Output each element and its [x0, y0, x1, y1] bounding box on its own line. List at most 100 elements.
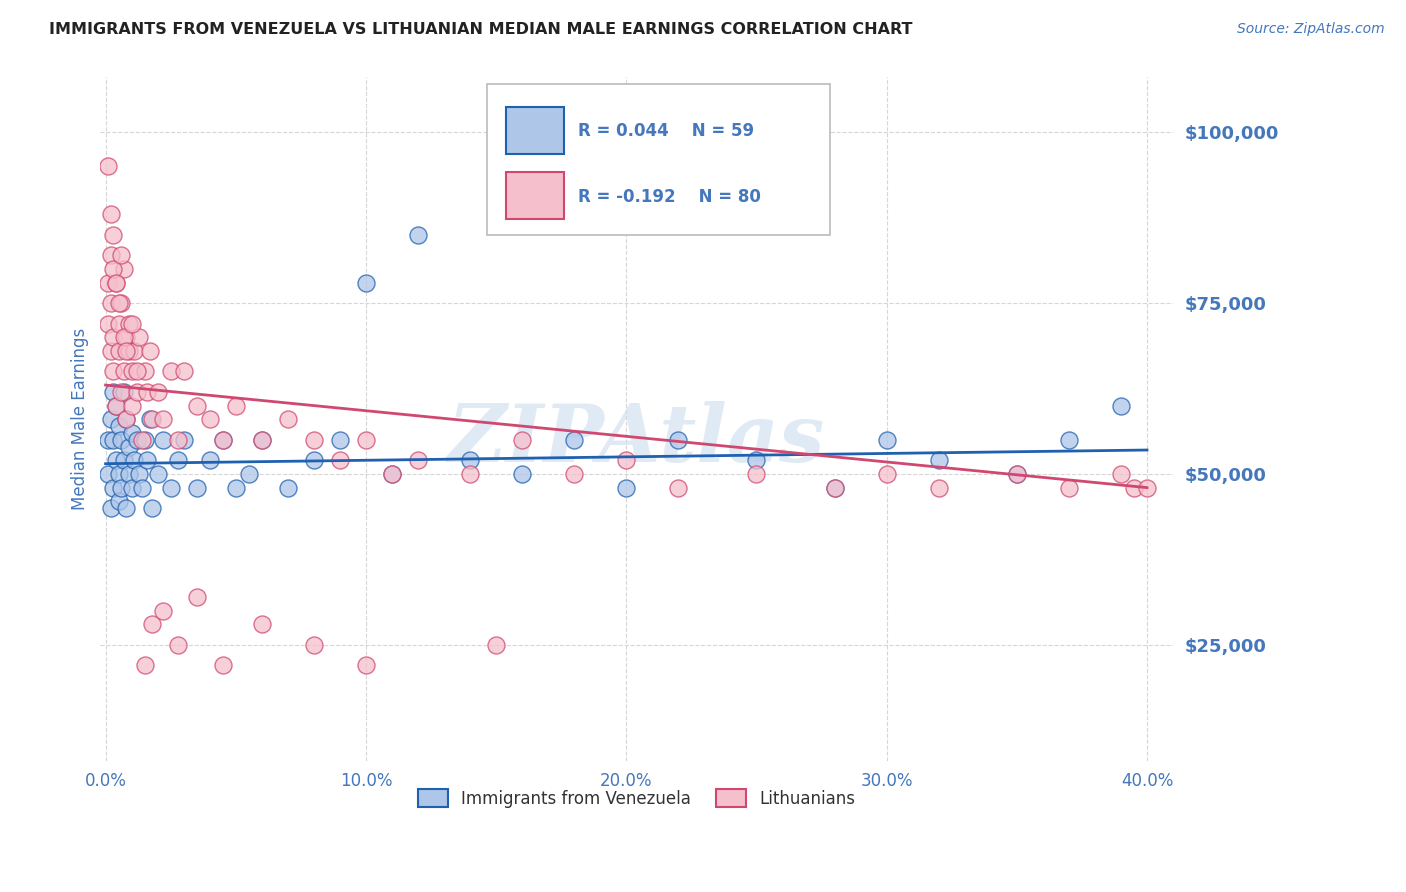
- Point: [115, 330, 138, 344]
- Point: [186, 590, 208, 604]
- Point: [250, 433, 273, 447]
- Point: [100, 343, 122, 358]
- Point: [485, 638, 508, 652]
- Point: [146, 467, 169, 481]
- Point: [824, 481, 846, 495]
- Y-axis label: Median Male Earnings: Median Male Earnings: [72, 328, 89, 510]
- Point: [110, 481, 132, 495]
- Point: [100, 501, 122, 516]
- Point: [1005, 467, 1028, 481]
- Point: [103, 227, 125, 242]
- Point: [121, 425, 143, 440]
- Point: [122, 453, 145, 467]
- Point: [107, 467, 129, 481]
- Point: [277, 481, 299, 495]
- Point: [159, 481, 181, 495]
- Point: [666, 433, 689, 447]
- Point: [510, 467, 533, 481]
- Point: [103, 261, 125, 276]
- Point: [125, 433, 148, 447]
- Point: [277, 412, 299, 426]
- Point: [118, 440, 141, 454]
- Point: [146, 384, 169, 399]
- Point: [112, 261, 135, 276]
- Point: [167, 638, 190, 652]
- Point: [381, 467, 404, 481]
- Point: [97, 276, 120, 290]
- FancyBboxPatch shape: [506, 172, 564, 219]
- Point: [103, 384, 125, 399]
- Point: [104, 399, 127, 413]
- Point: [406, 453, 429, 467]
- Point: [173, 433, 195, 447]
- Point: [121, 317, 143, 331]
- Point: [121, 481, 143, 495]
- Text: R = 0.044    N = 59: R = 0.044 N = 59: [578, 122, 754, 140]
- Point: [110, 433, 132, 447]
- Point: [118, 317, 141, 331]
- Point: [562, 433, 585, 447]
- Point: [186, 399, 208, 413]
- Point: [139, 412, 162, 426]
- Text: Source: ZipAtlas.com: Source: ZipAtlas.com: [1237, 22, 1385, 37]
- Point: [104, 276, 127, 290]
- Point: [876, 433, 898, 447]
- Point: [928, 481, 950, 495]
- Point: [122, 343, 145, 358]
- Point: [876, 467, 898, 481]
- Point: [1136, 481, 1159, 495]
- Point: [141, 501, 163, 516]
- Point: [118, 343, 141, 358]
- Point: [211, 433, 233, 447]
- Point: [250, 433, 273, 447]
- Point: [614, 453, 637, 467]
- Point: [302, 433, 325, 447]
- Point: [115, 343, 138, 358]
- Point: [614, 481, 637, 495]
- Point: [745, 467, 768, 481]
- Point: [1123, 481, 1146, 495]
- Point: [1057, 433, 1080, 447]
- Point: [406, 227, 429, 242]
- Point: [100, 412, 122, 426]
- Point: [136, 384, 159, 399]
- Point: [1005, 467, 1028, 481]
- Point: [103, 364, 125, 378]
- Point: [381, 467, 404, 481]
- Text: R = -0.192    N = 80: R = -0.192 N = 80: [578, 188, 761, 206]
- Point: [125, 364, 148, 378]
- Point: [167, 433, 190, 447]
- Point: [112, 364, 135, 378]
- Point: [159, 364, 181, 378]
- Point: [97, 317, 120, 331]
- Point: [131, 433, 153, 447]
- Point: [103, 330, 125, 344]
- Text: IMMIGRANTS FROM VENEZUELA VS LITHUANIAN MEDIAN MALE EARNINGS CORRELATION CHART: IMMIGRANTS FROM VENEZUELA VS LITHUANIAN …: [49, 22, 912, 37]
- Point: [329, 453, 352, 467]
- Point: [134, 364, 156, 378]
- Point: [250, 617, 273, 632]
- Point: [211, 658, 233, 673]
- Point: [97, 467, 120, 481]
- Point: [1109, 399, 1132, 413]
- FancyBboxPatch shape: [506, 107, 564, 154]
- Point: [100, 207, 122, 221]
- Point: [107, 343, 129, 358]
- Point: [115, 412, 138, 426]
- Point: [134, 433, 156, 447]
- Point: [128, 467, 150, 481]
- Point: [121, 399, 143, 413]
- Point: [1057, 481, 1080, 495]
- Point: [225, 481, 247, 495]
- Legend: Immigrants from Venezuela, Lithuanians: Immigrants from Venezuela, Lithuanians: [411, 783, 862, 814]
- Point: [107, 419, 129, 434]
- Point: [112, 330, 135, 344]
- Point: [141, 412, 163, 426]
- Point: [302, 638, 325, 652]
- Point: [104, 453, 127, 467]
- Point: [107, 296, 129, 310]
- Point: [110, 384, 132, 399]
- Point: [198, 453, 221, 467]
- Point: [198, 412, 221, 426]
- Point: [104, 276, 127, 290]
